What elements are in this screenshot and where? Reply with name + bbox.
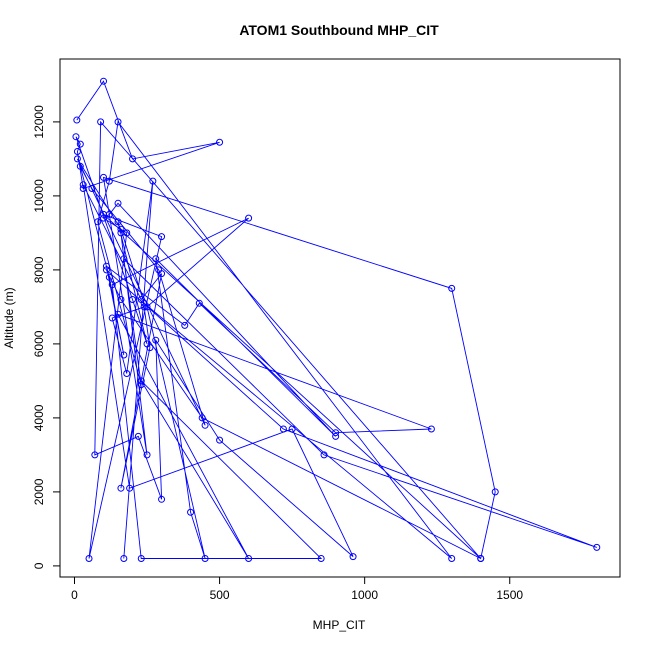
data-point [152,255,160,263]
data-point [91,451,99,459]
data-point [216,436,224,444]
data-point [137,381,145,389]
data-point [100,77,108,85]
data-point [97,118,105,126]
y-axis-label: Altitude (m) [2,287,16,348]
data-point [85,555,93,562]
data-point [100,214,108,222]
data-point [288,425,296,433]
data-point [216,138,224,146]
y-axis: 0 2000 4000 6000 8000 10000 12000 [32,105,61,569]
data-point [477,555,485,562]
data-point [195,299,203,307]
data-point [76,162,84,170]
y-tick-label: 6000 [32,330,46,357]
y-tick-label: 0 [32,562,46,569]
data-point [117,296,125,303]
x-tick-label: 0 [71,588,78,602]
data-point [94,218,102,226]
x-axis: 0 500 1000 1500 [71,576,523,602]
y-tick-label: 10000 [32,179,46,213]
data-series [72,77,601,562]
data-point [108,281,116,289]
data-point [134,432,142,440]
data-point [158,233,166,241]
data-point [317,555,325,562]
data-point [137,555,145,562]
data-point [349,553,357,561]
data-point [245,555,253,562]
data-point [102,262,110,270]
data-point [79,185,87,192]
data-point [73,148,81,155]
data-point [79,181,87,189]
data-point [114,199,122,207]
data-point [198,414,206,422]
data-point [149,177,157,185]
x-axis-label: MHP_CIT [313,618,366,632]
data-point [73,155,81,163]
data-point [72,133,80,141]
data-point [152,336,160,344]
data-point [123,229,131,237]
data-point [140,303,148,311]
data-point [100,173,108,181]
data-point [158,495,166,503]
y-tick-label: 8000 [32,256,46,283]
data-point [187,508,195,516]
data-point [120,255,128,263]
data-point [137,377,145,385]
y-tick-label: 4000 [32,404,46,431]
y-tick-label: 2000 [32,478,46,505]
data-point [320,451,328,459]
data-point [73,116,81,124]
x-tick-label: 1500 [496,588,523,602]
data-point [427,425,435,433]
data-point [105,177,113,185]
series-line [75,80,597,560]
data-point [117,225,125,233]
data-point [245,214,253,222]
data-point [114,310,122,318]
data-point [181,321,189,329]
data-point [105,210,113,218]
data-point [491,488,499,496]
data-point [102,266,110,274]
data-point [448,555,456,562]
data-point [158,270,166,278]
x-tick-label: 1000 [351,588,378,602]
x-tick-label: 500 [210,588,230,602]
data-point [129,155,137,163]
data-point [129,296,137,303]
data-point [279,425,287,433]
data-point [117,484,125,492]
data-point [123,370,131,377]
data-point [105,273,113,281]
data-point [126,484,134,492]
data-point [201,421,209,429]
data-point [332,429,340,437]
data-point [448,284,456,292]
chart-title: ATOM1 Southbound MHP_CIT [239,22,439,38]
data-point [137,296,145,303]
data-point [120,351,128,359]
data-point [76,140,84,148]
y-tick-label: 12000 [32,105,46,139]
data-point [114,118,122,126]
data-point [120,555,128,562]
data-point [146,344,154,352]
data-point [143,451,151,459]
data-point [201,555,209,562]
data-point [88,185,96,192]
data-point [114,218,122,226]
data-point [593,543,601,551]
plot-frame [59,58,621,578]
data-point [108,314,116,322]
data-point [332,432,340,440]
